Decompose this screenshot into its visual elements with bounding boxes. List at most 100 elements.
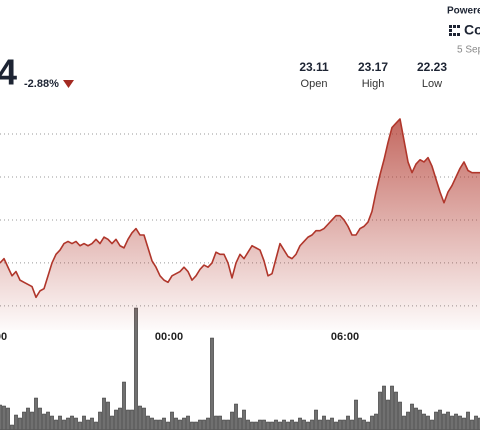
volume-bar (62, 419, 66, 430)
volume-bar (294, 421, 298, 430)
volume-bar (350, 419, 354, 430)
volume-bar (382, 385, 386, 430)
brand: Co (464, 22, 480, 38)
volume-bar (386, 399, 390, 430)
volume-bar (250, 421, 254, 430)
volume-bar (390, 385, 394, 430)
volume-bar (298, 417, 302, 430)
volume-bar (222, 419, 226, 430)
volume-bar (42, 413, 46, 430)
volume-bar (142, 407, 146, 430)
volume-bar (406, 411, 410, 430)
stat-label: Low (422, 78, 442, 90)
volume-bar (262, 419, 266, 430)
stats: 23.11 Open 23.17 High 22.23 Low (299, 60, 447, 90)
volume-bar (266, 421, 270, 430)
stat-label: High (362, 78, 385, 90)
volume-bar (78, 421, 82, 430)
x-tick-label: 00:00 (155, 331, 183, 343)
volume-bar (334, 421, 338, 430)
volume-bar (322, 415, 326, 430)
volume-bar (158, 419, 162, 430)
volume-bar (206, 417, 210, 430)
volume-bar (450, 415, 454, 430)
volume-bar (306, 421, 310, 430)
volume-bar (94, 421, 98, 430)
volume-bar (190, 421, 194, 430)
plot (0, 118, 480, 330)
volume-bar (422, 413, 426, 430)
volume-bar (86, 419, 90, 430)
volume-bar (290, 419, 294, 430)
volume-bar (2, 405, 6, 430)
volume-bar (146, 415, 150, 430)
change: -2.88% (24, 78, 59, 90)
volume-bar (174, 417, 178, 430)
volume-bar (122, 381, 126, 430)
area (0, 118, 480, 330)
volume-bar (226, 419, 230, 430)
volume-bar (126, 409, 130, 430)
volume-bar (358, 417, 362, 430)
date: 5 Sep (457, 45, 480, 56)
volume-bar (98, 411, 102, 430)
volume-bar (402, 415, 406, 430)
volume-bar (166, 421, 170, 430)
volume-bar (394, 391, 398, 430)
volume-bar (150, 417, 154, 430)
volume-bar (270, 421, 274, 430)
volume-bar (198, 419, 202, 430)
volume-bar (246, 419, 250, 430)
volume-bar (418, 409, 422, 430)
volume-bar (462, 417, 466, 430)
volume-bar (18, 417, 22, 430)
volume-bar (370, 415, 374, 430)
volume-bar (154, 419, 158, 430)
volume-bar (182, 417, 186, 430)
price-line (0, 118, 480, 299)
volume-bar (70, 415, 74, 430)
volume-bar (330, 417, 334, 430)
volume-bar (58, 415, 62, 430)
volume-bar (438, 409, 442, 430)
volume-bar (38, 407, 42, 430)
volume-bar (34, 397, 38, 430)
volume-bar (118, 407, 122, 430)
volume-bar (162, 417, 166, 430)
volume-bar (178, 419, 182, 430)
volume-bar (0, 404, 2, 430)
volume-bar (230, 411, 234, 430)
volume-bar (218, 415, 222, 430)
volume-bar (22, 411, 26, 430)
volume-bar (442, 413, 446, 430)
volume-bar (74, 417, 78, 430)
down-arrow (63, 80, 74, 88)
volume-bar (346, 415, 350, 430)
volume-bar (138, 405, 142, 430)
volume-bar (102, 397, 106, 430)
volume-bar (354, 399, 358, 430)
volume-bar (66, 417, 70, 430)
volume-bar (318, 419, 322, 430)
stat-label: Open (301, 78, 328, 90)
x-tick-label: 18:00 (0, 331, 7, 343)
volume-bar (426, 415, 430, 430)
volume-bar (202, 419, 206, 430)
brand-logo (449, 25, 460, 36)
volume (0, 307, 480, 430)
volume-bar (10, 424, 14, 430)
volume-bar (466, 411, 470, 430)
volume-bar (106, 401, 110, 430)
volume-bar (234, 403, 238, 430)
volume-bar (414, 407, 418, 430)
volume-bar (474, 415, 478, 430)
stat-value: 22.23 (417, 60, 447, 74)
volume-bar (238, 417, 242, 430)
stat-value: 23.17 (358, 60, 388, 74)
volume-bar (458, 415, 462, 430)
volume-bar (114, 409, 118, 430)
volume-bar (242, 409, 246, 430)
volume-bar (14, 414, 18, 430)
volume-bar (430, 419, 434, 430)
